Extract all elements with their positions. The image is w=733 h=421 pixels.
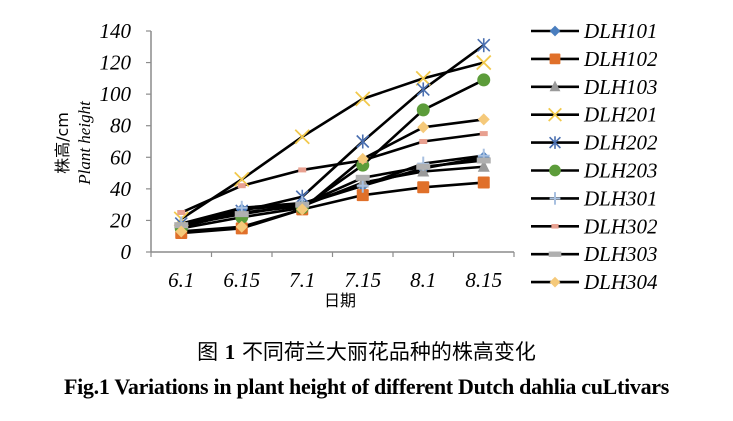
x-tick-label: 7.1 xyxy=(289,268,315,292)
x-tick-label: 8.1 xyxy=(410,268,436,292)
series-lines xyxy=(180,44,485,235)
legend-label: DLH303 xyxy=(583,242,658,266)
x-tick-label: 7.15 xyxy=(344,268,381,292)
legend-item-dlh301: DLH301 xyxy=(531,186,658,210)
legend-item-dlh103: DLH103 xyxy=(531,75,658,99)
legend-item-dlh203: DLH203 xyxy=(531,159,658,183)
x-tick-label: 8.15 xyxy=(465,268,502,292)
series-line-dlh302 xyxy=(180,132,484,214)
y-axis-title-cn: 株高/cm xyxy=(53,112,72,174)
legend-item-dlh101: DLH101 xyxy=(531,19,658,43)
legend-item-dlh201: DLH201 xyxy=(531,103,658,127)
series-markers-dlh304 xyxy=(175,113,490,238)
caption-cn-text: 不同荷兰大丽花品种的株高变化 xyxy=(241,340,536,364)
figure-caption-cn: 图 1 不同荷兰大丽花品种的株高变化 xyxy=(0,336,733,366)
series-markers-dlh201 xyxy=(173,54,492,227)
legend-label: DLH103 xyxy=(583,75,658,99)
legend-item-dlh303: DLH303 xyxy=(531,242,658,266)
legend-label: DLH301 xyxy=(583,186,658,210)
y-tick-label: 100 xyxy=(100,82,132,106)
series-line-dlh303 xyxy=(181,159,484,227)
y-tick-label: 140 xyxy=(100,19,132,43)
series-line-dlh203 xyxy=(181,78,485,230)
series-line-dlh201 xyxy=(180,61,485,220)
x-tick-label: 6.15 xyxy=(223,268,260,292)
x-axis-title: 日期 xyxy=(324,291,356,310)
series-line-dlh304 xyxy=(181,118,484,233)
legend-item-dlh302: DLH302 xyxy=(531,214,658,238)
y-tick-label: 120 xyxy=(100,51,132,75)
y-tick-label: 20 xyxy=(110,208,132,232)
caption-cn-prefix: 图 xyxy=(197,340,219,364)
legend-label: DLH304 xyxy=(583,270,658,294)
legend-label: DLH202 xyxy=(583,131,658,155)
chart-axes: 0 20 40 60 80 100 120 140 6.1 6.15 7.1 7.15 8.1 8.15 xyxy=(100,19,515,292)
legend-label: DLH203 xyxy=(583,159,658,183)
series-line-dlh202 xyxy=(180,44,485,225)
legend-label: DLH102 xyxy=(583,47,658,71)
legend-label: DLH302 xyxy=(583,214,658,238)
series-line-dlh301 xyxy=(180,154,484,225)
figure-caption-en: Fig.1 Variations in plant height of diff… xyxy=(63,374,670,399)
x-tick-label: 6.1 xyxy=(168,268,194,292)
y-axis-title-en: Plant height xyxy=(75,100,94,186)
legend: DLH101 DLH102 DLH103 DLH201 DLH202 DLH203 DLH3… xyxy=(531,19,658,294)
series-markers xyxy=(173,38,492,240)
series-markers-dlh203 xyxy=(174,73,491,235)
legend-label: DLH101 xyxy=(583,19,658,43)
legend-item-dlh202: DLH202 xyxy=(531,131,658,155)
legend-item-dlh102: DLH102 xyxy=(531,47,658,71)
legend-item-dlh304: DLH304 xyxy=(531,270,658,294)
caption-cn-number: 1 xyxy=(224,340,236,364)
legend-label: DLH201 xyxy=(583,103,658,127)
series-line-dlh102 xyxy=(181,181,484,235)
y-tick-label: 60 xyxy=(110,145,132,169)
y-tick-label: 0 xyxy=(121,240,132,264)
y-tick-label: 40 xyxy=(110,177,132,201)
y-tick-label: 80 xyxy=(110,114,132,138)
